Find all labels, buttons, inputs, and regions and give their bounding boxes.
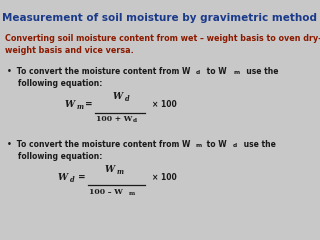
Text: weight basis and vice versa.: weight basis and vice versa.: [5, 46, 134, 55]
Text: following equation:: following equation:: [18, 79, 102, 88]
Text: d: d: [196, 70, 200, 75]
Text: =: =: [85, 100, 92, 109]
Text: •: •: [7, 140, 12, 149]
Text: to W: to W: [204, 140, 227, 149]
Text: d: d: [133, 118, 137, 123]
Text: 100 + W: 100 + W: [96, 115, 132, 123]
Text: use the: use the: [241, 67, 278, 76]
Text: d: d: [70, 176, 75, 184]
Text: to W: to W: [204, 67, 227, 76]
Text: use the: use the: [241, 140, 276, 149]
Text: W: W: [105, 165, 115, 174]
Text: •: •: [7, 67, 12, 76]
Text: m: m: [129, 191, 135, 196]
Text: To convert the moisture content from W: To convert the moisture content from W: [14, 67, 190, 76]
Text: 100 – W: 100 – W: [89, 188, 123, 196]
Text: To convert the moisture content from W: To convert the moisture content from W: [14, 140, 190, 149]
Text: m: m: [77, 103, 84, 111]
Text: × 100: × 100: [152, 100, 177, 109]
Text: following equation:: following equation:: [18, 152, 102, 161]
Text: W: W: [58, 173, 68, 182]
Text: d: d: [233, 143, 237, 148]
Text: W: W: [65, 100, 75, 109]
Text: Converting soil moisture content from wet – weight basis to oven dry-: Converting soil moisture content from we…: [5, 34, 320, 43]
Text: W: W: [113, 92, 123, 101]
Text: =: =: [78, 173, 86, 182]
Text: m: m: [196, 143, 202, 148]
Text: m: m: [117, 168, 124, 176]
Text: × 100: × 100: [152, 173, 177, 182]
Text: m: m: [233, 70, 239, 75]
Text: Measurement of soil moisture by gravimetric method: Measurement of soil moisture by gravimet…: [3, 13, 317, 23]
Text: d: d: [125, 95, 130, 103]
